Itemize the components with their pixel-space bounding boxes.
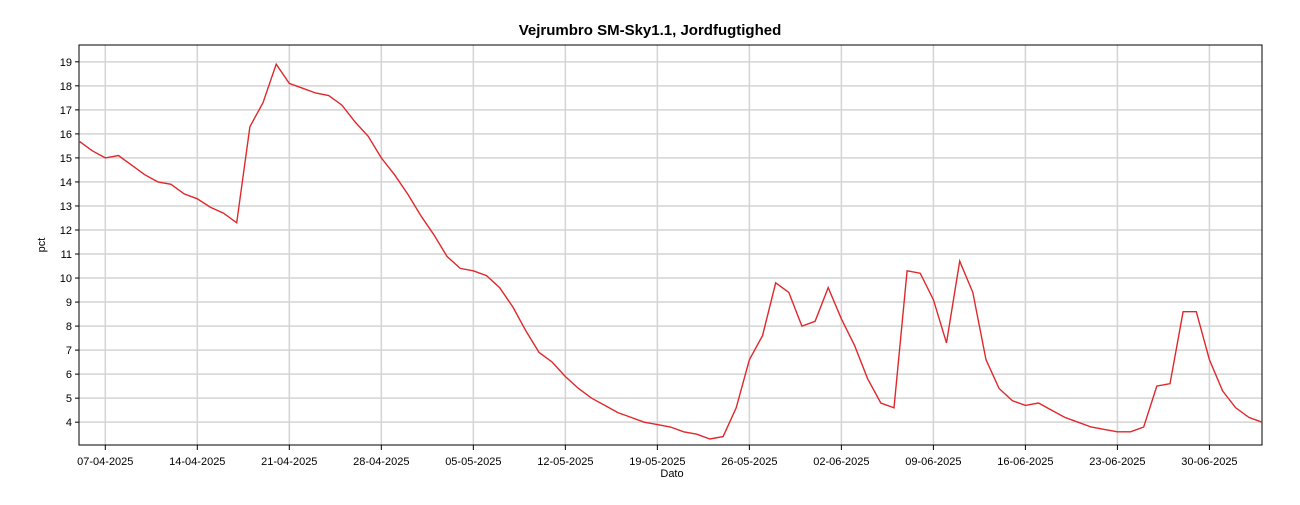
x-tick-label: 07-04-2025 <box>77 456 133 468</box>
y-tick-label: 19 <box>60 57 72 69</box>
y-tick-label: 13 <box>60 201 72 213</box>
x-tick-label: 09-06-2025 <box>905 456 961 468</box>
y-tick-label: 18 <box>60 81 72 93</box>
y-tick-label: 16 <box>60 129 72 141</box>
x-tick-label: 19-05-2025 <box>629 456 685 468</box>
x-tick-label: 30-06-2025 <box>1181 456 1237 468</box>
y-tick-label: 7 <box>66 345 72 357</box>
y-tick-label: 6 <box>66 369 72 381</box>
y-tick-label: 4 <box>66 417 72 429</box>
y-tick-label: 17 <box>60 105 72 117</box>
y-tick-label: 12 <box>60 225 72 237</box>
x-tick-label: 02-06-2025 <box>813 456 869 468</box>
x-tick-label: 28-04-2025 <box>353 456 409 468</box>
y-tick-label: 9 <box>66 297 72 309</box>
y-tick-label: 15 <box>60 153 72 165</box>
y-tick-label: 14 <box>60 177 72 189</box>
x-tick-label: 26-05-2025 <box>721 456 777 468</box>
plot-frame <box>78 44 1263 446</box>
y-tick-label: 5 <box>66 393 72 405</box>
x-tick-label: 16-06-2025 <box>997 456 1053 468</box>
x-tick-label: 05-05-2025 <box>445 456 501 468</box>
x-tick-label: 14-04-2025 <box>169 456 225 468</box>
x-axis-label: Dato <box>660 468 683 480</box>
x-tick-label: 21-04-2025 <box>261 456 317 468</box>
y-axis-label: pct <box>36 238 48 253</box>
y-tick-label: 11 <box>61 249 72 261</box>
y-tick-label: 8 <box>66 321 72 333</box>
y-tick-label: 10 <box>60 273 72 285</box>
x-tick-label: 12-05-2025 <box>537 456 593 468</box>
chart-title: Vejrumbro SM-Sky1.1, Jordfugtighed <box>519 22 782 39</box>
data-line <box>78 62 1263 440</box>
x-tick-label: 23-06-2025 <box>1089 456 1145 468</box>
